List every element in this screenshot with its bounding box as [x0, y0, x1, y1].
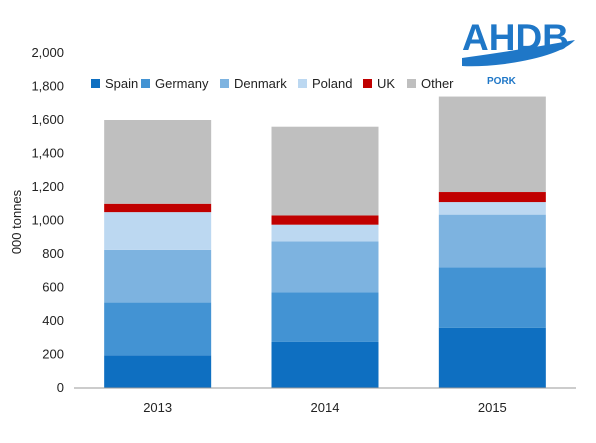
y-tick-label: 2,000	[31, 45, 64, 60]
legend-swatch-germany	[141, 79, 150, 88]
legend-swatch-other	[407, 79, 416, 88]
bar-segment-spain-2014	[271, 341, 379, 388]
y-tick-label: 1,800	[31, 79, 64, 94]
bars	[104, 96, 546, 388]
x-axis: 2013 2014 2015	[143, 400, 507, 415]
y-tick-label: 1,000	[31, 213, 64, 228]
ahdb-logo: AHDB PORK	[462, 17, 575, 87]
bar-segment-uk-2015	[438, 192, 546, 203]
y-tick-label: 800	[42, 246, 64, 261]
x-tick-label: 2014	[311, 400, 340, 415]
bar-segment-denmark-2014	[271, 241, 379, 293]
y-tick-label: 1,600	[31, 112, 64, 127]
bar-segment-germany-2015	[438, 267, 546, 328]
bar-segment-poland-2014	[271, 224, 379, 242]
legend-swatch-denmark	[220, 79, 229, 88]
legend-label-spain: Spain	[105, 76, 138, 91]
logo-sub: PORK	[487, 76, 517, 87]
legend: Spain Germany Denmark Poland UK Other	[91, 76, 454, 91]
legend-label-denmark: Denmark	[234, 76, 287, 91]
y-tick-label: 0	[57, 380, 64, 395]
x-tick-label: 2015	[478, 400, 507, 415]
y-tick-label: 400	[42, 313, 64, 328]
legend-swatch-spain	[91, 79, 100, 88]
bar-segment-other-2014	[271, 126, 379, 216]
y-axis: 0 200 400 600 800 1,000 1,200 1,400 1,600 1,800 2,…	[31, 45, 64, 395]
bar-segment-other-2015	[438, 96, 546, 193]
bar-segment-uk-2014	[271, 215, 379, 225]
bar-segment-denmark-2015	[438, 214, 546, 268]
bar-segment-poland-2015	[438, 202, 546, 215]
bar-segment-germany-2013	[104, 302, 212, 356]
y-tick-label: 1,400	[31, 146, 64, 161]
bar-segment-uk-2013	[104, 203, 212, 213]
logo-swoosh	[462, 40, 575, 67]
y-axis-label: 000 tonnes	[9, 189, 24, 254]
legend-swatch-poland	[298, 79, 307, 88]
legend-label-uk: UK	[377, 76, 395, 91]
legend-label-poland: Poland	[312, 76, 352, 91]
bar-segment-other-2013	[104, 120, 212, 204]
bar-segment-poland-2013	[104, 212, 212, 250]
y-tick-label: 600	[42, 280, 64, 295]
legend-label-germany: Germany	[155, 76, 209, 91]
legend-swatch-uk	[363, 79, 372, 88]
bar-segment-germany-2014	[271, 292, 379, 342]
bar-segment-spain-2013	[104, 355, 212, 388]
x-tick-label: 2013	[143, 400, 172, 415]
legend-label-other: Other	[421, 76, 454, 91]
bar-segment-spain-2015	[438, 327, 546, 388]
y-tick-label: 1,200	[31, 179, 64, 194]
y-tick-label: 200	[42, 347, 64, 362]
bar-segment-denmark-2013	[104, 249, 212, 303]
